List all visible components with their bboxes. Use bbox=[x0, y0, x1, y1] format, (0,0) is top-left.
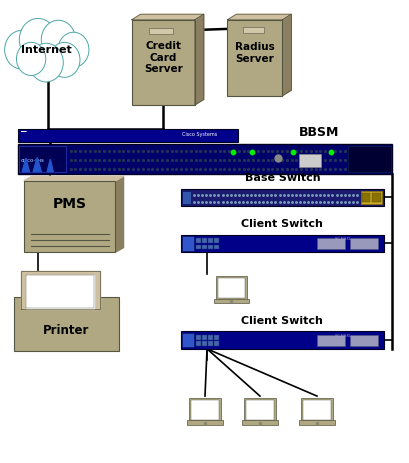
Bar bbox=[243, 398, 275, 422]
Text: Base Switch: Base Switch bbox=[244, 173, 319, 183]
Bar bbox=[316, 335, 344, 346]
Bar bbox=[208, 245, 212, 250]
Text: PMS: PMS bbox=[52, 197, 86, 211]
Polygon shape bbox=[194, 14, 203, 105]
Text: Client Switch: Client Switch bbox=[241, 219, 323, 229]
Bar bbox=[180, 235, 383, 252]
Polygon shape bbox=[21, 271, 100, 309]
Bar bbox=[246, 400, 273, 419]
Bar bbox=[24, 181, 115, 252]
Text: Credit
Card
Server: Credit Card Server bbox=[144, 41, 182, 75]
Text: Client Switch: Client Switch bbox=[241, 316, 323, 326]
Bar bbox=[208, 342, 212, 346]
Circle shape bbox=[4, 31, 39, 69]
Bar bbox=[361, 193, 369, 202]
Bar bbox=[18, 129, 237, 142]
Polygon shape bbox=[115, 176, 123, 252]
Bar bbox=[182, 191, 191, 204]
Bar bbox=[213, 299, 249, 303]
Bar bbox=[202, 342, 206, 346]
Bar bbox=[303, 400, 330, 419]
Text: Printer: Printer bbox=[43, 324, 90, 337]
Text: Cisco Systems: Cisco Systems bbox=[182, 131, 217, 137]
Text: Internet: Internet bbox=[21, 45, 72, 55]
Bar bbox=[196, 245, 200, 250]
Bar bbox=[214, 342, 218, 346]
Bar bbox=[202, 238, 206, 243]
Bar bbox=[208, 335, 212, 340]
Bar bbox=[227, 20, 282, 96]
Bar bbox=[316, 238, 344, 249]
Polygon shape bbox=[22, 158, 29, 172]
Polygon shape bbox=[26, 275, 94, 308]
Polygon shape bbox=[24, 176, 123, 181]
Bar bbox=[202, 335, 206, 340]
Bar bbox=[298, 154, 320, 167]
Bar bbox=[350, 335, 377, 346]
Bar bbox=[196, 342, 200, 346]
Circle shape bbox=[29, 43, 63, 82]
Bar bbox=[181, 236, 193, 251]
Bar bbox=[215, 276, 247, 300]
Bar bbox=[196, 238, 200, 243]
Bar bbox=[180, 332, 383, 349]
Bar bbox=[180, 189, 383, 206]
Bar bbox=[371, 193, 380, 202]
Polygon shape bbox=[227, 14, 291, 20]
Bar bbox=[187, 420, 222, 425]
Text: BBSM: BBSM bbox=[298, 126, 338, 139]
Polygon shape bbox=[33, 157, 41, 172]
Bar bbox=[13, 297, 119, 351]
Text: Radius
Server: Radius Server bbox=[234, 42, 274, 64]
Bar bbox=[149, 28, 173, 34]
Bar bbox=[202, 245, 206, 250]
Circle shape bbox=[19, 19, 56, 61]
Text: Router: Router bbox=[54, 146, 99, 159]
Text: CISCO-SHS: CISCO-SHS bbox=[21, 159, 45, 163]
Polygon shape bbox=[131, 14, 203, 20]
Bar bbox=[189, 398, 220, 422]
Circle shape bbox=[41, 20, 75, 59]
Bar bbox=[131, 20, 194, 105]
Circle shape bbox=[58, 32, 89, 67]
Bar bbox=[242, 420, 277, 425]
Bar bbox=[196, 335, 200, 340]
Bar bbox=[214, 335, 218, 340]
Bar bbox=[350, 238, 377, 249]
Bar bbox=[19, 146, 66, 172]
Bar bbox=[217, 278, 245, 298]
Bar bbox=[348, 146, 390, 172]
Bar bbox=[360, 191, 381, 204]
Bar bbox=[208, 238, 212, 243]
Text: SC 5%XL: SC 5%XL bbox=[335, 334, 351, 338]
Circle shape bbox=[49, 42, 80, 77]
Polygon shape bbox=[47, 159, 53, 172]
Bar bbox=[299, 420, 334, 425]
Bar bbox=[191, 400, 218, 419]
Polygon shape bbox=[282, 14, 291, 96]
Bar bbox=[242, 27, 263, 33]
Bar bbox=[214, 245, 218, 250]
Circle shape bbox=[16, 42, 46, 75]
Bar bbox=[181, 333, 193, 347]
Bar bbox=[18, 144, 391, 174]
Text: ━━: ━━ bbox=[20, 130, 26, 135]
Text: SC 5%XL: SC 5%XL bbox=[335, 237, 351, 241]
Bar bbox=[214, 238, 218, 243]
Bar bbox=[300, 398, 332, 422]
